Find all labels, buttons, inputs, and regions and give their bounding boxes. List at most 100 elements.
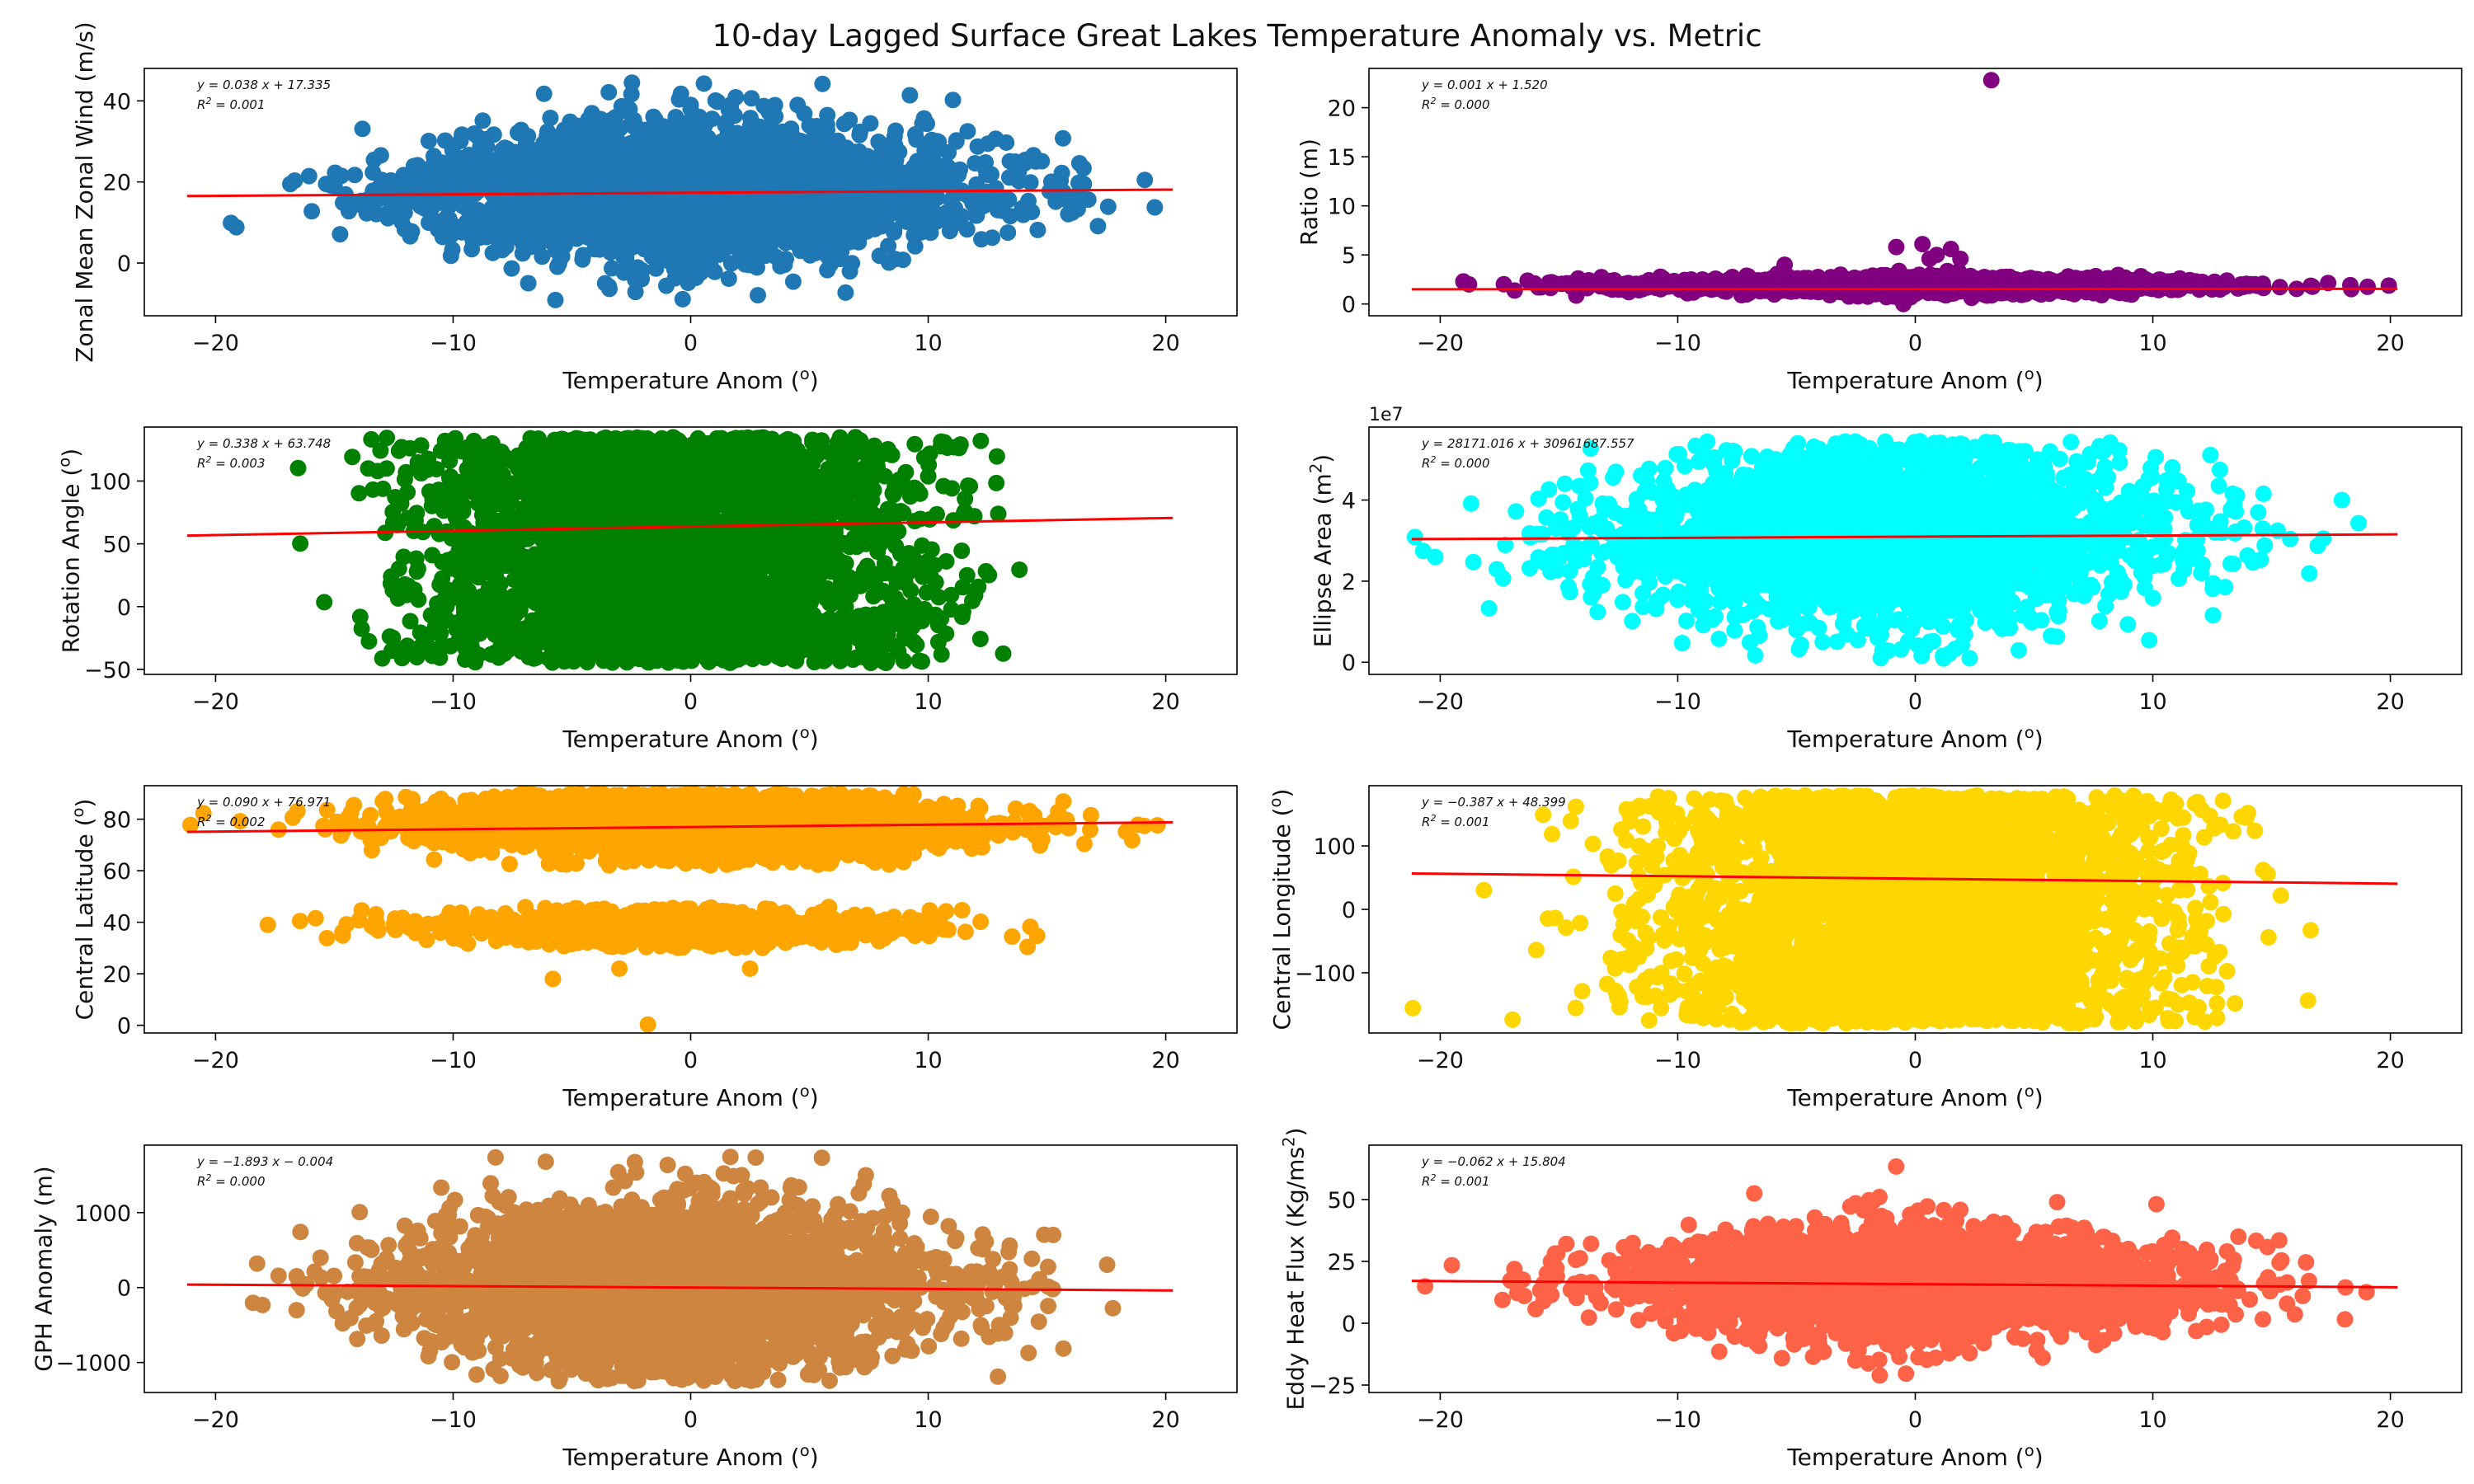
data-point [712, 228, 729, 245]
data-point [454, 126, 471, 143]
data-point [432, 165, 449, 182]
data-point [741, 129, 758, 147]
data-point [600, 83, 618, 101]
data-point [814, 75, 831, 92]
data-point [973, 231, 990, 248]
data-point [1007, 153, 1024, 170]
data-point [1506, 282, 1523, 299]
data-point [636, 162, 653, 180]
data-point [587, 173, 604, 190]
data-point [623, 86, 640, 103]
data-point [569, 117, 586, 134]
data-point [622, 261, 639, 278]
data-point [476, 219, 493, 237]
data-point [503, 223, 520, 240]
data-point [872, 145, 890, 162]
data-point [740, 256, 757, 274]
data-point [547, 291, 564, 308]
data-point [514, 245, 531, 262]
x-axis-label: Temperature Anom (o) [562, 364, 818, 394]
data-point [825, 171, 842, 189]
data-point [282, 176, 299, 193]
data-point [915, 177, 933, 195]
data-point [660, 236, 677, 253]
data-point [930, 134, 948, 151]
data-point [546, 191, 563, 209]
scatter-points [1455, 72, 2397, 312]
data-point [474, 112, 492, 129]
data-point [503, 260, 520, 277]
data-point [674, 290, 691, 308]
data-point [816, 140, 834, 157]
x-tick-label: −10 [430, 331, 477, 356]
data-point [438, 209, 454, 227]
data-point [522, 219, 539, 237]
data-point [486, 154, 503, 171]
data-point [858, 186, 875, 204]
data-point [2181, 271, 2199, 289]
data-point [751, 161, 769, 178]
data-point [882, 176, 899, 193]
data-point [300, 167, 317, 185]
data-point [332, 226, 349, 243]
y-axis-label: Zonal Mean Zonal Wind (m/s) [71, 21, 98, 362]
data-point [520, 275, 537, 292]
data-point [1075, 176, 1093, 193]
data-point [722, 101, 740, 118]
data-point [1070, 189, 1087, 206]
data-point [940, 143, 957, 161]
data-point [811, 223, 828, 239]
data-point [327, 164, 344, 181]
data-point [760, 104, 778, 120]
data-point [567, 199, 583, 216]
data-point [373, 171, 390, 189]
data-point [807, 124, 824, 141]
data-point [2218, 272, 2236, 289]
data-point [764, 123, 782, 140]
data-point [354, 120, 371, 138]
data-point [675, 147, 692, 164]
data-point [987, 180, 1004, 197]
data-point [576, 153, 593, 170]
data-point [622, 192, 639, 209]
data-point [510, 124, 526, 141]
data-point [901, 87, 919, 104]
data-point [651, 136, 669, 153]
fit-equation: y = 0.038 x + 17.335 [196, 77, 331, 92]
data-point [624, 143, 642, 161]
data-point [822, 237, 840, 253]
x-tick-label: −20 [192, 331, 239, 356]
data-point [919, 204, 936, 221]
data-point [670, 91, 688, 108]
data-point [2380, 277, 2397, 294]
data-point [596, 275, 614, 292]
data-point [592, 119, 609, 136]
data-point [519, 175, 536, 192]
data-point [959, 123, 976, 140]
data-point [631, 233, 648, 251]
data-point [944, 197, 962, 214]
data-point [1650, 275, 1667, 293]
data-point [372, 147, 389, 164]
data-point [919, 148, 935, 166]
data-point [453, 151, 470, 167]
x-tick-label: 10 [914, 331, 942, 356]
data-point [809, 167, 826, 184]
data-point [929, 189, 946, 206]
data-point [528, 198, 544, 215]
data-point [2271, 279, 2288, 296]
data-point [228, 218, 245, 236]
data-point [614, 204, 632, 222]
data-point [720, 270, 737, 287]
data-point [604, 260, 620, 277]
data-point [542, 110, 559, 126]
data-point [458, 214, 475, 231]
data-point [583, 105, 600, 122]
data-point [493, 142, 510, 159]
data-point [574, 251, 591, 268]
data-point [891, 143, 908, 161]
data-point [1939, 262, 1956, 279]
data-point [886, 223, 903, 241]
regression-line [186, 188, 1174, 198]
data-point [500, 173, 517, 190]
